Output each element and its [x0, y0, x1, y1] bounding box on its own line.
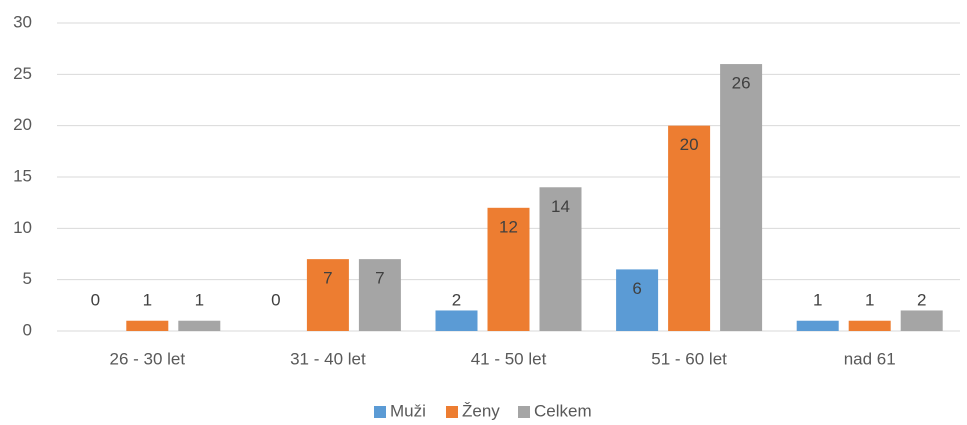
data-label: 1 [143, 290, 152, 309]
bar [796, 320, 839, 331]
legend-label: Celkem [534, 401, 592, 420]
y-tick-label: 15 [13, 166, 32, 185]
bar [539, 187, 582, 331]
data-label: 0 [91, 290, 100, 309]
bar [900, 310, 943, 331]
data-label: 7 [323, 269, 332, 288]
legend-swatch [446, 406, 458, 418]
data-label: 6 [632, 279, 641, 298]
data-label: 1 [813, 290, 822, 309]
y-tick-label: 30 [13, 12, 32, 31]
data-label: 14 [551, 197, 570, 216]
data-label: 20 [680, 135, 699, 154]
data-label: 1 [865, 290, 874, 309]
bar [358, 259, 401, 331]
data-label: 0 [271, 290, 280, 309]
y-tick-label: 20 [13, 115, 32, 134]
data-label: 1 [195, 290, 204, 309]
data-label: 2 [917, 290, 926, 309]
legend-swatch [374, 406, 386, 418]
data-label: 12 [499, 217, 518, 236]
x-tick-label: nad 61 [844, 349, 896, 368]
bar [126, 320, 169, 331]
x-tick-label: 51 - 60 let [651, 349, 727, 368]
y-tick-label: 5 [23, 269, 32, 288]
bar [720, 64, 763, 332]
data-label: 26 [732, 74, 751, 93]
x-tick-label: 26 - 30 let [109, 349, 185, 368]
data-label: 7 [375, 269, 384, 288]
y-tick-label: 25 [13, 64, 32, 83]
data-label: 2 [452, 290, 461, 309]
x-tick-label: 41 - 50 let [471, 349, 547, 368]
bar [178, 320, 221, 331]
y-tick-label: 10 [13, 218, 32, 237]
bar [668, 125, 711, 332]
bar [616, 269, 659, 331]
y-tick-label: 0 [23, 320, 32, 339]
x-tick-label: 31 - 40 let [290, 349, 366, 368]
bar [848, 320, 891, 331]
legend-label: Ženy [462, 401, 500, 420]
bar [487, 207, 530, 331]
bar [306, 259, 349, 331]
bar [435, 310, 478, 331]
legend-swatch [518, 406, 530, 418]
legend-label: Muži [390, 401, 426, 420]
